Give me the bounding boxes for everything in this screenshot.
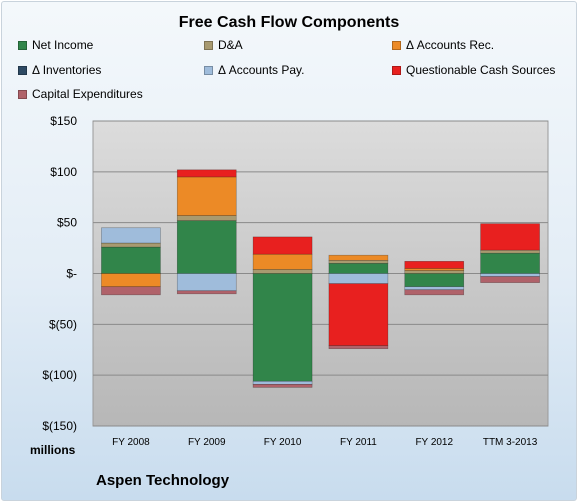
bar-segment-accounts-pay — [480, 273, 540, 277]
chart-title: Free Cash Flow Components — [178, 14, 400, 31]
legend-label: Δ Accounts Rec. — [406, 38, 495, 52]
bar-segment-accounts-pay — [252, 380, 313, 385]
bar-segment-questionable-cash-sources — [480, 223, 540, 251]
legend-item-capital-expenditures: Capital Expenditures — [18, 87, 143, 101]
bar-segment-d-a — [252, 269, 313, 274]
bar-segment-accounts-rec — [176, 176, 237, 216]
legend-label: Capital Expenditures — [32, 87, 143, 101]
legend-swatch — [392, 65, 401, 75]
bar-segment-accounts-rec — [252, 253, 313, 270]
x-tick-label: FY 2010 — [264, 437, 302, 448]
legend-item-accounts-rec: Δ Accounts Rec. — [392, 38, 494, 52]
legend-item-net-income: Net Income — [18, 38, 93, 52]
x-tick-label: FY 2009 — [188, 437, 226, 448]
bar-segment-questionable-cash-sources — [328, 283, 389, 346]
x-tick-label: FY 2012 — [415, 437, 453, 448]
bar-segment-accounts-pay — [404, 286, 465, 291]
legend-label: Δ Accounts Pay. — [218, 63, 305, 77]
bar-segment-d-a — [480, 249, 540, 254]
bar-segment-accounts-rec — [101, 273, 161, 288]
bar-segment-accounts-pay — [176, 273, 237, 292]
y-axis: $150 $100 $50 $- $(50) $(100) $(150) — [42, 114, 77, 433]
y-tick-label: $(100) — [42, 368, 77, 382]
y-tick-label: $150 — [50, 114, 77, 128]
bar-segment-capital-expenditures — [328, 345, 389, 350]
bar-segment-capital-expenditures — [252, 384, 313, 388]
bar-segment-net-income — [404, 273, 465, 288]
bar-segment-d-a — [404, 270, 465, 274]
x-tick-label: TTM 3-2013 — [483, 437, 538, 448]
x-tick-label: FY 2008 — [112, 437, 150, 448]
legend-label: D&A — [218, 38, 243, 52]
bar-segment-net-income — [176, 220, 237, 274]
bar-segment-d-a — [101, 242, 161, 248]
bar-segment-questionable-cash-sources — [176, 169, 237, 178]
company-name: Aspen Technology — [96, 472, 230, 489]
legend-swatch — [392, 40, 401, 50]
legend-item-questionable-cash-sources: Questionable Cash Sources — [392, 63, 555, 77]
bar-segment-net-income — [101, 246, 161, 274]
bar-segment-accounts-pay — [328, 273, 389, 284]
bar-segment-capital-expenditures — [404, 289, 465, 296]
legend-label: Questionable Cash Sources — [406, 63, 556, 77]
bars — [101, 169, 540, 388]
bar-segment-accounts-rec — [328, 254, 389, 261]
y-tick-label: $50 — [57, 216, 77, 230]
legend-swatch — [18, 40, 27, 50]
x-axis: FY 2008 FY 2009 FY 2010 FY 2011 FY 2012 TTM 3… — [112, 437, 538, 448]
x-tick-label: FY 2011 — [340, 437, 377, 448]
units-label: millions — [30, 443, 76, 457]
bar-segment-net-income — [252, 273, 313, 382]
legend-item-inventories: Δ Inventories — [18, 63, 101, 77]
bar-segment-d-a — [176, 215, 237, 221]
legend-swatch — [204, 40, 213, 50]
legend-item-accounts-pay: Δ Accounts Pay. — [204, 63, 305, 77]
bar-segment-accounts-pay — [101, 227, 161, 244]
y-tick-label: $(50) — [49, 317, 77, 331]
bar-segment-capital-expenditures — [101, 286, 161, 296]
legend-label: Δ Inventories — [32, 63, 102, 77]
legend-swatch — [204, 65, 213, 75]
bar-segment-capital-expenditures — [480, 276, 540, 283]
legend-swatch — [18, 65, 27, 75]
bar-segment-accounts-rec — [404, 268, 465, 271]
y-tick-label: $(150) — [42, 419, 77, 433]
bar-segment-d-a — [328, 259, 389, 264]
legend-item-d-a: D&A — [204, 38, 243, 52]
bar-segment-net-income — [480, 252, 540, 274]
y-tick-label: $100 — [50, 165, 77, 179]
bar-segment-questionable-cash-sources — [404, 260, 465, 269]
legend-swatch — [18, 89, 27, 99]
bar-segment-capital-expenditures — [176, 290, 237, 295]
legend-label: Net Income — [32, 38, 94, 52]
y-tick-label: $- — [66, 267, 77, 281]
gridlines — [93, 120, 548, 427]
bar-segment-questionable-cash-sources — [252, 236, 313, 255]
bar-segment-net-income — [328, 263, 389, 274]
